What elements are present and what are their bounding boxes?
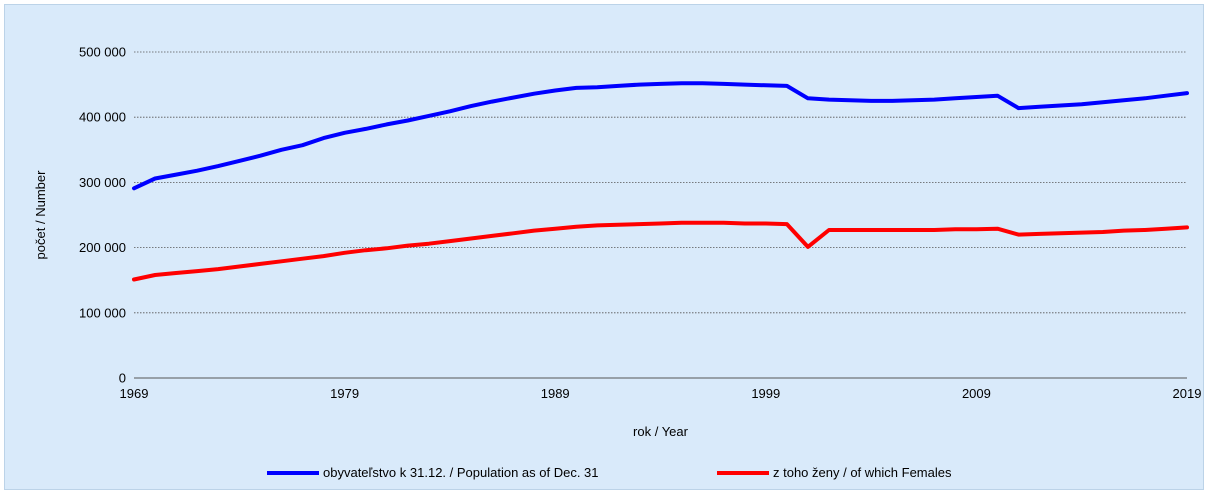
gridlines [134,51,1187,314]
chart-area: 0 100 000 200 000 300 000 400 000 500 000 196… [4,4,1204,490]
legend: obyvateľstvo k 31.12. / Population as of… [267,465,952,480]
x-tick-label: 2009 [962,386,991,401]
population-line-chart: 0 100 000 200 000 300 000 400 000 500 000 196… [33,45,1202,481]
x-tick-label: 1979 [330,386,359,401]
x-tick-label: 1999 [751,386,780,401]
y-tick-label: 500 000 [79,45,126,60]
y-tick-label: 100 000 [79,305,126,320]
legend-label: obyvateľstvo k 31.12. / Population as of… [323,465,599,480]
x-tick-label: 2019 [1173,386,1202,401]
legend-label: z toho ženy / of which Females [773,465,952,480]
y-axis-title: počet / Number [33,170,48,260]
x-tick-label: 1969 [120,386,149,401]
y-tick-label: 200 000 [79,240,126,255]
y-tick-label: 0 [119,371,126,386]
legend-item: obyvateľstvo k 31.12. / Population as of… [267,465,599,480]
series-lines [132,81,1189,282]
y-tick-labels: 0 100 000 200 000 300 000 400 000 500 000 [79,45,126,386]
y-tick-label: 400 000 [79,110,126,125]
series-line-population [132,81,1189,191]
x-tick-labels: 1969 1979 1989 1999 2009 2019 [120,386,1202,401]
legend-item: z toho ženy / of which Females [717,465,952,480]
y-tick-label: 300 000 [79,175,126,190]
x-tick-label: 1989 [541,386,570,401]
series-line-females [132,220,1189,282]
x-axis-title: rok / Year [633,424,689,439]
